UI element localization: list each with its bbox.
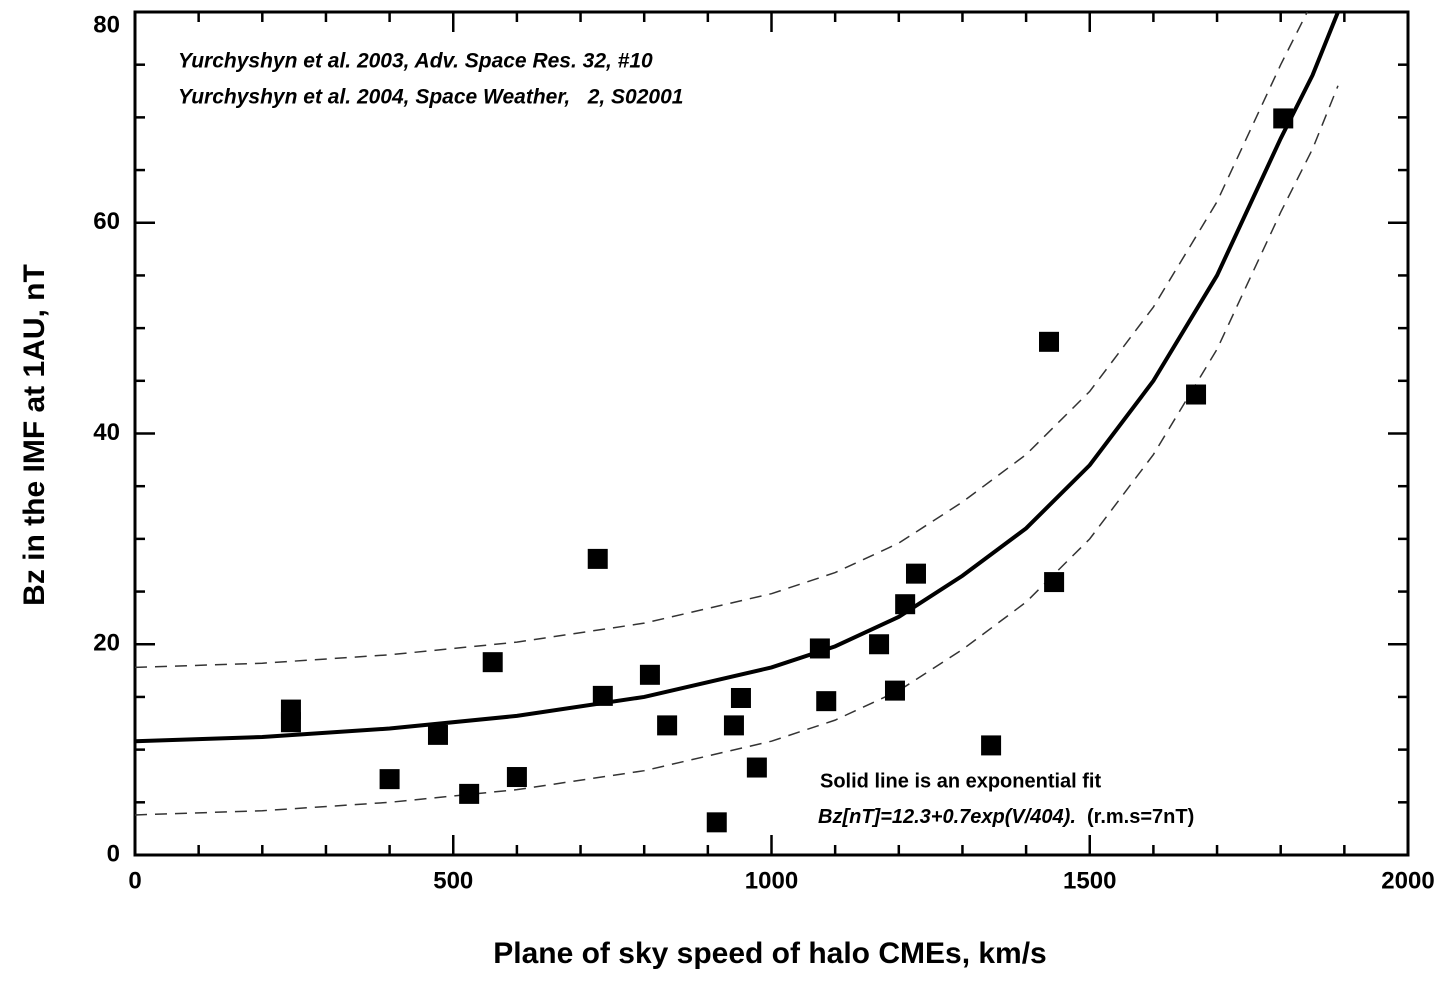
data-point — [706, 812, 727, 833]
data-point — [280, 712, 301, 733]
data-point — [1044, 572, 1065, 593]
data-point — [639, 664, 660, 685]
y-tick-label: 80 — [93, 11, 120, 38]
data-point — [587, 548, 608, 569]
data-point — [869, 634, 890, 655]
data-point — [809, 638, 830, 659]
data-point — [1273, 108, 1294, 129]
data-point — [482, 652, 503, 673]
data-point — [730, 687, 751, 708]
data-point — [1039, 331, 1060, 352]
data-point — [506, 767, 527, 788]
data-point — [895, 594, 916, 615]
y-tick-label: 40 — [93, 419, 120, 446]
data-point — [592, 685, 613, 706]
plot-frame — [133, 10, 1410, 857]
y-tick-label: 60 — [93, 208, 120, 235]
data-point — [723, 715, 744, 736]
data-point — [379, 769, 400, 790]
y-axis-label: Bz in the IMF at 1AU, nT — [18, 264, 51, 606]
y-tick-label: 0 — [107, 840, 120, 867]
data-point — [905, 563, 926, 584]
x-tick-label: 2000 — [1381, 867, 1434, 894]
data-point — [1186, 384, 1207, 405]
data-point — [657, 715, 678, 736]
x-tick-label: 1500 — [1063, 867, 1116, 894]
plot-area — [135, 12, 1340, 833]
data-point — [884, 680, 905, 701]
annotation: Bz[nT]=12.3+0.7exp(V/404). (r.m.s=7nT) — [818, 806, 1194, 828]
fit-line — [135, 12, 1340, 744]
annotation: Bz[nT]=12.3+0.7exp(V/404). — [818, 806, 1076, 828]
data-point — [981, 735, 1002, 756]
data-point — [816, 691, 837, 712]
annotation: Yurchyshyn et al. 2004, Space Weather, 2… — [178, 86, 683, 109]
data-point — [459, 783, 480, 804]
y-tick-label: 20 — [93, 630, 120, 657]
annotation: Solid line is an exponential fit — [820, 770, 1101, 792]
x-axis-label: Plane of sky speed of halo CMEs, km/s — [493, 937, 1047, 970]
annotation: (r.m.s=7nT) — [1076, 806, 1194, 828]
dashed-fit-line — [135, 85, 1339, 816]
data-point — [746, 757, 767, 778]
annotation: Yurchyshyn et al. 2003, Adv. Space Res. … — [178, 50, 653, 73]
dashed-fit-line — [135, 12, 1309, 669]
x-tick-label: 1000 — [745, 867, 798, 894]
data-point — [427, 724, 448, 745]
x-tick-label: 500 — [433, 867, 473, 894]
x-tick-label: 0 — [128, 867, 141, 894]
